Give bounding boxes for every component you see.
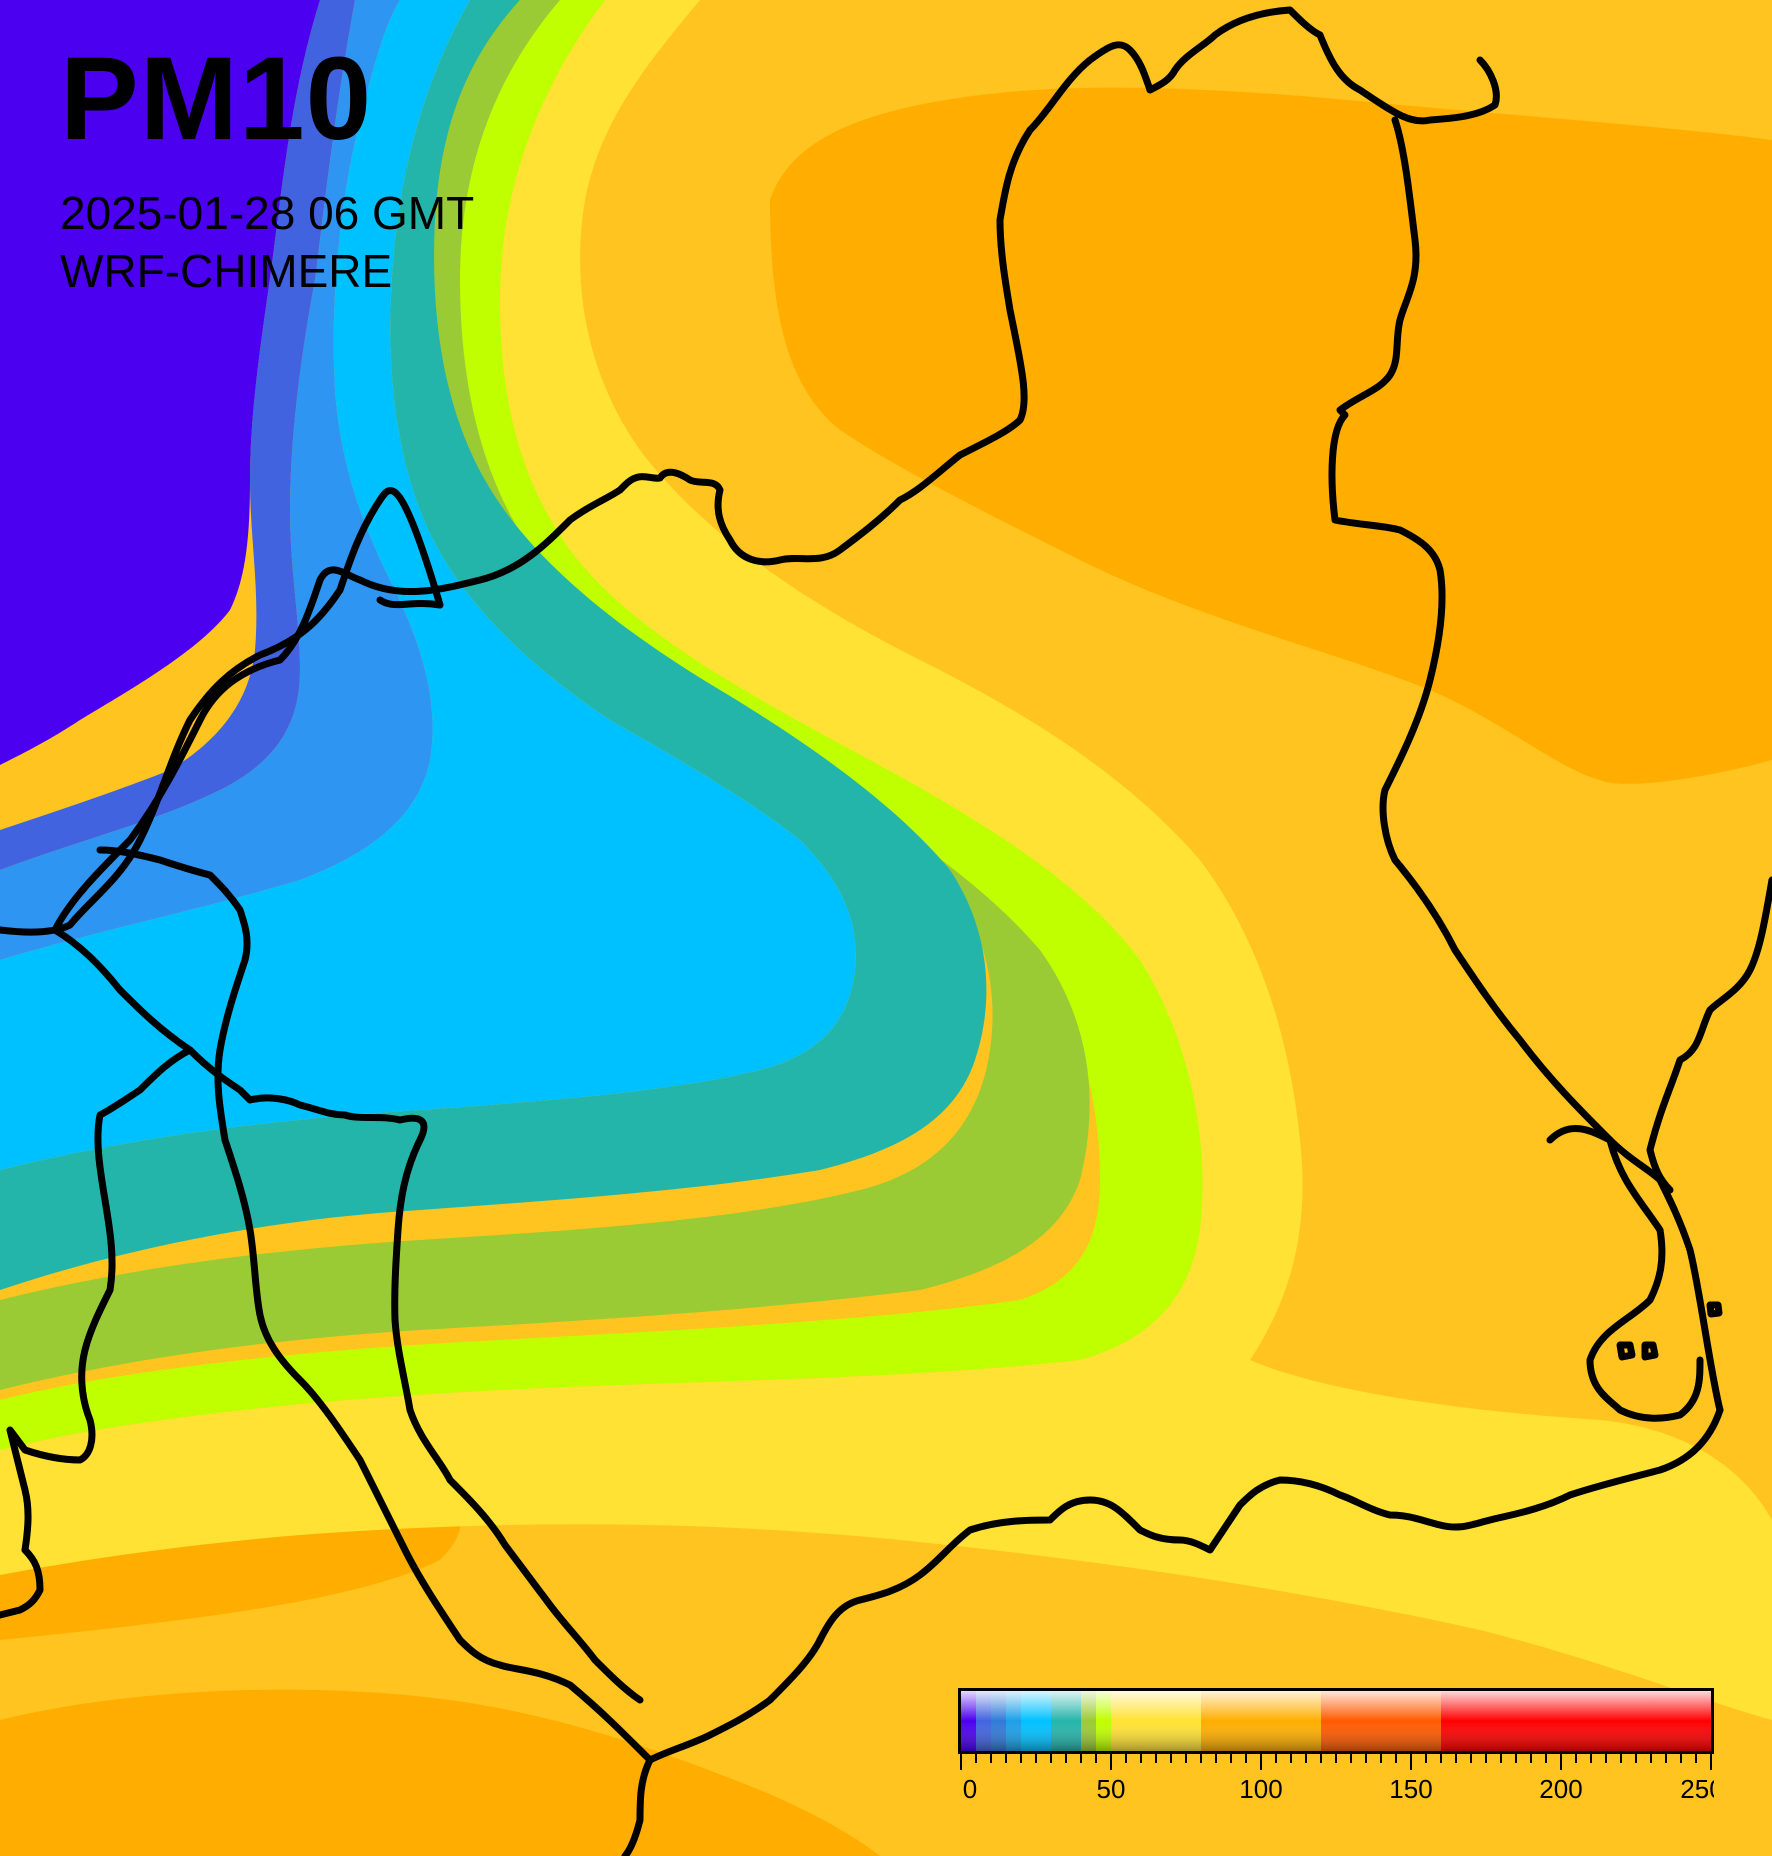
border-east <box>1316 31 1500 125</box>
coastline-southern-tip <box>621 1756 654 1856</box>
field-orange-north <box>770 87 1772 784</box>
field-orange-south <box>0 1689 880 1856</box>
map-title: PM10 <box>60 33 373 165</box>
coastline-gibraltar <box>0 1546 44 1619</box>
island-3 <box>1706 1301 1723 1318</box>
border-iberia-north <box>51 926 644 1704</box>
field-chartreuse <box>0 0 1203 1450</box>
color-scale-minor-ticks <box>960 1754 1712 1770</box>
tick-label: 0 <box>963 1774 977 1804</box>
island-1 <box>1616 1341 1636 1361</box>
tick-label: 150 <box>1389 1774 1432 1804</box>
tick-label: 250 <box>1680 1774 1714 1804</box>
coastline-cotentin <box>1546 1124 1704 1422</box>
field-olive-green <box>0 0 1090 1390</box>
field-cyan <box>0 0 856 1170</box>
coastline-biscay <box>51 6 1324 934</box>
forecast-timestamp: 2025-01-28 06 GMT <box>60 187 475 239</box>
coastlines-and-borders <box>0 6 1772 1856</box>
field-yellow <box>0 0 1772 1720</box>
coastline-south <box>96 846 654 1764</box>
color-scale-major-ticks: 0 50 100 150 200 250 <box>963 1774 1714 1804</box>
border-portugal <box>6 1046 194 1554</box>
field-azure <box>0 0 433 960</box>
tick-label: 50 <box>1097 1774 1126 1804</box>
tick-label: 200 <box>1539 1774 1582 1804</box>
coastline-northwest <box>0 487 444 936</box>
model-name: WRF-CHIMERE <box>60 245 393 297</box>
color-scale-bar <box>958 1688 1714 1754</box>
border-pyrenees <box>646 1636 824 1764</box>
field-deep-violet <box>0 0 320 765</box>
coastline-southeast <box>1646 876 1772 1194</box>
tick-label: 100 <box>1239 1774 1282 1804</box>
island-2 <box>1641 1341 1659 1361</box>
color-scale-ticks: 0 50 100 150 200 250 <box>960 1754 1714 1804</box>
coastline-mediterranean-french <box>816 1406 1724 1644</box>
title-block: PM10 2025-01-28 06 GMT WRF-CHIMERE <box>60 40 474 300</box>
